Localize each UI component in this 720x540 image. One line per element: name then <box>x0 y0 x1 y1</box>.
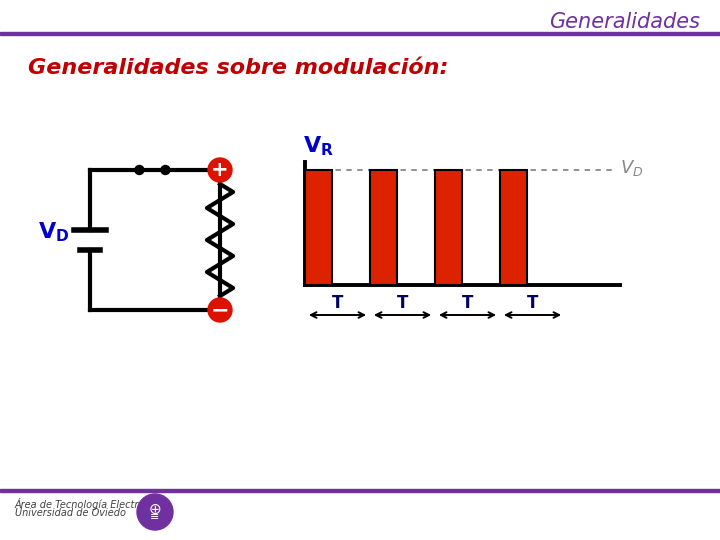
Text: Generalidades sobre modulación:: Generalidades sobre modulación: <box>28 58 449 78</box>
Text: −: − <box>211 300 229 320</box>
Circle shape <box>208 298 232 322</box>
Text: $V_D$: $V_D$ <box>620 158 644 178</box>
Bar <box>0 31 720 35</box>
Text: ≡: ≡ <box>150 512 160 522</box>
Circle shape <box>137 494 173 530</box>
Circle shape <box>135 165 144 174</box>
Text: $\mathbf{V_D}$: $\mathbf{V_D}$ <box>38 220 69 244</box>
Text: Área de Tecnología Electrónica -: Área de Tecnología Electrónica - <box>15 498 172 510</box>
Bar <box>435 170 462 285</box>
Text: Universidad de Oviedo: Universidad de Oviedo <box>15 508 126 518</box>
Circle shape <box>208 158 232 182</box>
Text: T: T <box>527 294 538 312</box>
Text: T: T <box>462 294 473 312</box>
Circle shape <box>161 165 170 174</box>
Bar <box>0 489 720 492</box>
Text: Generalidades: Generalidades <box>549 12 700 32</box>
Text: $\mathbf{V_R}$: $\mathbf{V_R}$ <box>303 134 334 158</box>
Text: T: T <box>397 294 408 312</box>
Text: ⊕: ⊕ <box>148 502 161 516</box>
Text: +: + <box>211 160 229 180</box>
Bar <box>370 170 397 285</box>
Bar <box>305 170 333 285</box>
Text: T: T <box>332 294 343 312</box>
Bar <box>500 170 527 285</box>
